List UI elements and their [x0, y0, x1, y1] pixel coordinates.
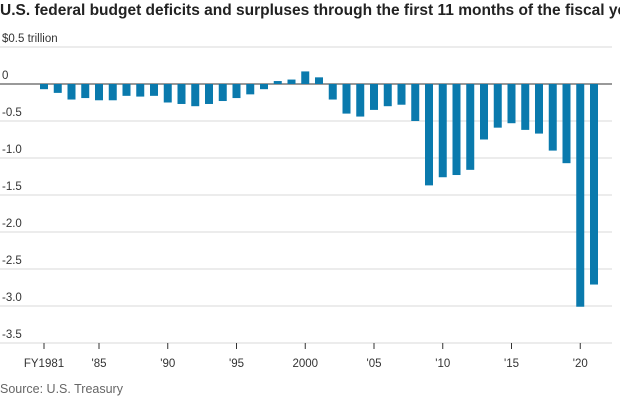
bar-1993	[205, 84, 213, 104]
bar-2005	[370, 84, 378, 110]
bar-1985	[95, 84, 103, 101]
bar-2000	[301, 71, 310, 84]
bar-2004	[356, 84, 365, 117]
bar-1986	[108, 84, 117, 101]
bar-1997	[260, 84, 268, 90]
bar-1992	[191, 84, 200, 107]
bar-2015	[507, 84, 516, 124]
x-tick-label: 2000	[292, 358, 318, 370]
bar-2011	[452, 84, 461, 176]
y-tick-label: -3.0	[2, 292, 22, 304]
bar-2016	[521, 84, 530, 130]
y-tick-label: -1.5	[2, 181, 22, 193]
x-tick-label: '95	[229, 358, 244, 370]
bar-2002	[328, 84, 337, 100]
x-tick-label: '85	[92, 358, 107, 370]
bar-2001	[315, 77, 323, 84]
bar-1990	[163, 84, 172, 103]
bar-2010	[438, 84, 447, 178]
bar-1995	[232, 84, 241, 99]
bar-1988	[136, 84, 145, 97]
bar-2021	[590, 84, 598, 285]
bar-1981	[40, 84, 48, 90]
bar-1987	[122, 84, 131, 96]
bar-2007	[397, 84, 406, 105]
bar-2013	[480, 84, 488, 140]
bar-1994	[218, 84, 227, 102]
y-tick-label: -2.0	[2, 218, 22, 230]
bar-2014	[493, 84, 502, 128]
bar-2019	[562, 84, 571, 164]
bar-1983	[67, 84, 76, 100]
bar-1984	[81, 84, 90, 99]
bar-2017	[535, 84, 543, 134]
bar-2020	[576, 84, 585, 307]
bar-1998	[273, 81, 282, 84]
bar-2006	[383, 84, 392, 107]
x-tick-label: '90	[160, 358, 175, 370]
bar-2009	[425, 84, 433, 186]
x-tick-label: '05	[367, 358, 382, 370]
bar-1982	[53, 84, 62, 93]
bar-1991	[177, 84, 186, 104]
bar-2003	[342, 84, 351, 114]
bar-2008	[411, 84, 420, 121]
bar-1999	[287, 79, 296, 84]
y-tick-label: 0	[2, 70, 8, 82]
bar-1996	[246, 84, 255, 95]
x-tick-label: '10	[435, 358, 450, 370]
bar-1989	[150, 84, 158, 96]
x-tick-label: '15	[504, 358, 519, 370]
y-tick-label: -1.0	[2, 144, 22, 156]
y-tick-label: -3.5	[2, 329, 22, 341]
bar-2012	[466, 84, 475, 170]
y-tick-label: $0.5 trillion	[2, 33, 58, 45]
y-tick-label: -2.5	[2, 255, 22, 267]
source-note: Source: U.S. Treasury	[0, 382, 123, 396]
y-tick-label: -0.5	[2, 107, 22, 119]
x-tick-label: FY1981	[24, 358, 64, 370]
chart-title: U.S. federal budget deficits and surplus…	[0, 2, 620, 19]
bar-2018	[548, 84, 557, 151]
x-tick-label: '20	[573, 358, 588, 370]
